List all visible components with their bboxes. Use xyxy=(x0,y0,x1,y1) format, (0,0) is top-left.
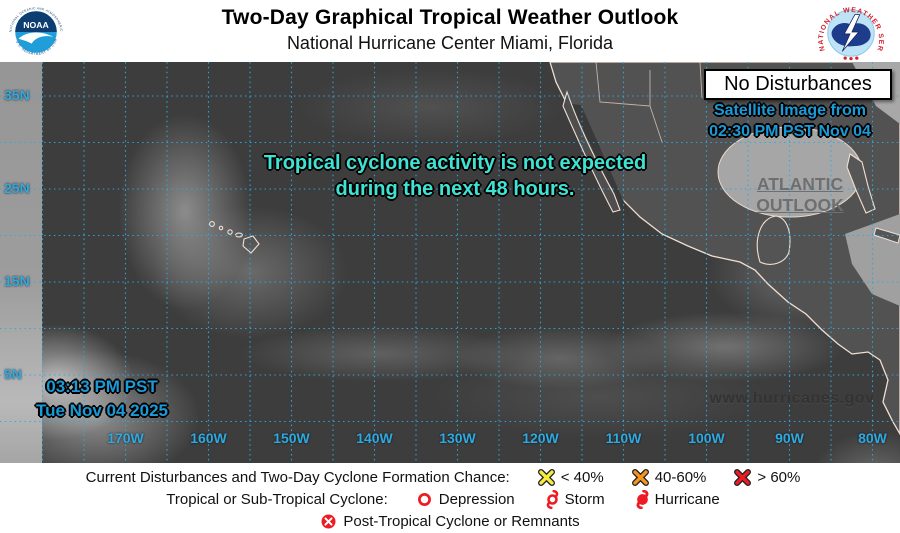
page-subtitle: National Hurricane Center Miami, Florida xyxy=(286,33,614,53)
legend-row-cyclone-types: Tropical or Sub-Tropical Cyclone: Depres… xyxy=(0,489,900,509)
status-box: No Disturbances xyxy=(704,69,892,100)
outlook-message-line1: Tropical cyclone activity is not expecte… xyxy=(263,152,647,174)
lon-label-130W: 130W xyxy=(439,430,476,446)
legend-item-depression: Depression xyxy=(416,491,515,508)
noaa-logo: NOAA NATIONAL OCEANIC AND ATMOSPHERIC AD… xyxy=(7,3,65,61)
legend-cyclone-label: Tropical or Sub-Tropical Cyclone: xyxy=(166,490,388,508)
lon-label-120W: 120W xyxy=(522,430,559,446)
lon-label-110W: 110W xyxy=(605,430,642,446)
legend-chance-label: Current Disturbances and Two-Day Cyclone… xyxy=(85,468,510,486)
legend-depression-label: Depression xyxy=(438,490,515,508)
atlantic-outlook-link-line1[interactable]: ATLANTIC xyxy=(756,174,844,194)
issue-timestamp-line2: Tue Nov 04 2025 xyxy=(36,401,168,420)
latlon-grid xyxy=(0,62,900,463)
lon-label-150W: 150W xyxy=(273,430,310,446)
legend-item-post-tropical: Post-Tropical Cyclone or Remnants xyxy=(320,512,580,530)
lon-label-100W: 100W xyxy=(688,430,725,446)
satellite-caption: Satellite Image from 02:30 PM PST Nov 04 xyxy=(700,100,880,142)
legend-item-chance-medium: 40-60% xyxy=(631,468,707,486)
lon-label-90W: 90W xyxy=(775,430,804,446)
nws-lightning-icon xyxy=(841,14,861,52)
x-yellow-icon xyxy=(537,468,555,486)
noaa-bird-icon xyxy=(18,32,54,44)
satellite-caption-line2: 02:30 PM PST Nov 04 xyxy=(709,123,871,140)
hurricane-icon xyxy=(636,489,649,509)
lon-label-160W: 160W xyxy=(190,430,227,446)
outlook-message: Tropical cyclone activity is not expecte… xyxy=(0,150,900,202)
legend-row-post-tropical: Post-Tropical Cyclone or Remnants xyxy=(0,511,900,531)
florida-land xyxy=(846,153,876,214)
atlantic-outlook-link[interactable]: ATLANTIC OUTLOOK xyxy=(744,174,856,216)
lat-label-5N: 5N xyxy=(4,366,22,382)
satellite-caption-line1: Satellite Image from xyxy=(713,102,867,119)
legend-item-chance-low: < 40% xyxy=(537,468,604,486)
x-orange-icon xyxy=(631,468,649,486)
lon-label-170W: 170W xyxy=(107,430,144,446)
satellite-map: 35N 25N 15N 5N 170W 160W 150W 140W 130W 120W 110W 1… xyxy=(0,62,900,463)
x-red-icon xyxy=(734,468,752,486)
website-watermark: www.hurricanes.gov xyxy=(709,390,875,407)
post-tropical-icon xyxy=(321,514,336,528)
legend-hurricane-label: Hurricane xyxy=(654,490,720,508)
legend-chance-low-label: < 40% xyxy=(560,468,604,486)
noaa-logo-text: NOAA xyxy=(23,20,49,30)
legend-item-chance-high: > 60% xyxy=(734,468,801,486)
legend-row-formation-chance: Current Disturbances and Two-Day Cyclone… xyxy=(0,467,900,487)
legend-item-storm: Storm xyxy=(543,489,605,509)
issue-timestamp: 03:13 PM PST Tue Nov 04 2025 xyxy=(26,375,178,423)
page-title: Two-Day Graphical Tropical Weather Outlo… xyxy=(221,6,679,29)
legend-chance-medium-label: 40-60% xyxy=(654,468,707,486)
storm-icon xyxy=(546,489,558,509)
baja-california-land xyxy=(562,90,621,213)
depression-icon xyxy=(417,492,431,506)
legend-storm-label: Storm xyxy=(564,490,605,508)
legend-post-tropical-label: Post-Tropical Cyclone or Remnants xyxy=(343,512,580,530)
satellite-edge-band xyxy=(0,62,42,463)
state-borders xyxy=(595,62,703,143)
lon-label-80W: 80W xyxy=(858,430,887,446)
legend-chance-high-label: > 60% xyxy=(757,468,801,486)
legend-item-hurricane: Hurricane xyxy=(633,489,720,509)
lon-label-140W: 140W xyxy=(356,430,393,446)
legend: Current Disturbances and Two-Day Cyclone… xyxy=(0,463,900,533)
atlantic-outlook-link-line2[interactable]: OUTLOOK xyxy=(756,195,844,215)
gulf-of-california-water xyxy=(572,104,632,220)
lat-label-15N: 15N xyxy=(4,273,30,289)
header: NOAA NATIONAL OCEANIC AND ATMOSPHERIC AD… xyxy=(0,0,900,62)
issue-timestamp-line1: 03:13 PM PST xyxy=(46,377,158,396)
nws-logo: NATIONAL WEATHER SERVICE xyxy=(810,2,883,61)
hawaii-islands xyxy=(209,221,260,254)
yucatan-land xyxy=(756,215,791,265)
outlook-message-line2: during the next 48 hours. xyxy=(335,178,575,200)
lat-label-35N: 35N xyxy=(4,87,30,103)
lat-label-25N: 25N xyxy=(4,180,30,196)
